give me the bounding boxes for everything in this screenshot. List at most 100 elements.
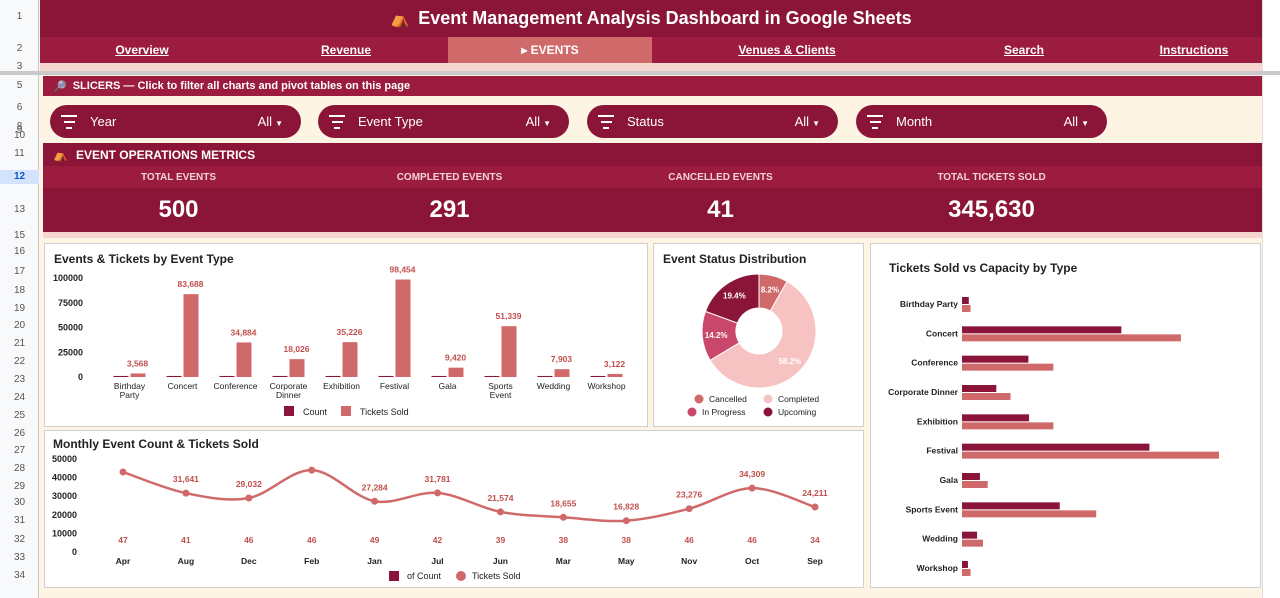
row-number[interactable]: 11 (14, 148, 25, 159)
row-number[interactable]: 19 (13, 303, 26, 314)
slicer-value[interactable]: All ▼ (525, 114, 551, 129)
slicer-status[interactable]: Status All ▼ (587, 105, 838, 138)
count-data-label: 46 (244, 535, 254, 545)
nav-search[interactable]: Search (1003, 43, 1045, 57)
y-tick-label: Concert (926, 328, 958, 338)
row-number[interactable]: 30 (13, 497, 26, 508)
bar-tickets-sold (962, 502, 1060, 510)
filter-icon (328, 114, 346, 129)
nav-revenue[interactable]: Revenue (320, 43, 372, 57)
slicer-month[interactable]: Month All ▼ (856, 105, 1107, 138)
tickets-point (434, 489, 442, 497)
legend-label: In Progress (702, 407, 745, 417)
row-number[interactable]: 26 (13, 428, 26, 439)
x-tick-label: Aug (178, 556, 195, 566)
x-tick-label: Gala (439, 381, 457, 391)
nav-overview[interactable]: Overview (115, 43, 169, 57)
bar-tickets (501, 326, 517, 377)
x-tick-label: Workshop (587, 381, 625, 391)
chart-status-distribution[interactable]: Event Status Distribution 8.2% 58.2% 14.2%… (653, 243, 864, 427)
bar-tickets (395, 279, 411, 377)
row-number[interactable]: 25 (13, 410, 26, 421)
row-number[interactable]: 24 (13, 392, 26, 403)
row-number[interactable]: 33 (13, 552, 26, 563)
kpi-label-row: TOTAL EVENTS COMPLETED EVENTS CANCELLED … (43, 166, 1262, 188)
row-number[interactable]: 27 (13, 445, 26, 456)
slicer-event-type[interactable]: Event Type All ▼ (318, 105, 569, 138)
slicer-value[interactable]: All ▼ (257, 114, 283, 129)
row-number[interactable]: 12 (0, 170, 39, 184)
row-number[interactable]: 8 (16, 121, 23, 132)
row-number[interactable]: 21 (13, 338, 26, 349)
row-number[interactable]: 17 (13, 266, 26, 277)
magnifier-icon: 🔎 (53, 80, 67, 93)
x-tick-label: Jan (367, 556, 382, 566)
slicer-year[interactable]: Year All ▼ (50, 105, 301, 138)
nav-events[interactable]: ▸ EVENTS (448, 37, 652, 63)
count-data-label: 42 (433, 535, 443, 545)
row-number[interactable]: 20 (13, 320, 26, 331)
bar-tickets-sold (962, 561, 968, 568)
chart-monthly-events[interactable]: Monthly Event Count & Tickets Sold 50000… (44, 430, 864, 588)
row-number[interactable]: 15 (13, 230, 26, 241)
x-tick-label: Mar (556, 556, 572, 566)
bar-count (166, 375, 182, 377)
row-number[interactable]: 18 (13, 285, 26, 296)
bar-tickets-sold (962, 414, 1030, 422)
row-number[interactable]: 3 (16, 61, 23, 72)
y-tick-label: 75000 (58, 298, 83, 308)
bar-capacity (962, 510, 1097, 518)
row-number[interactable]: 5 (16, 80, 23, 91)
line-data-label: 16,828 (613, 502, 639, 512)
row-number[interactable]: 22 (13, 356, 26, 367)
tickets-point (245, 494, 253, 502)
count-data-label: 41 (181, 535, 191, 545)
row-number[interactable]: 28 (13, 463, 26, 474)
row-number[interactable]: 31 (13, 515, 26, 526)
y-tick-label: Exhibition (917, 416, 958, 426)
tickets-point (559, 513, 567, 521)
row-number[interactable]: 23 (13, 374, 26, 385)
slicer-value[interactable]: All ▼ (1063, 114, 1089, 129)
tickets-point (308, 466, 316, 474)
row-number[interactable]: 32 (13, 534, 26, 545)
hbar-chart-svg: Birthday Party Concert Conference Corporate… (888, 297, 1219, 576)
row-number[interactable]: 2 (16, 43, 23, 54)
x-tick-label: Birthday (114, 381, 146, 391)
row-number[interactable]: 10 (13, 130, 26, 141)
chart-tickets-vs-capacity[interactable]: Tickets Sold vs Capacity by Type Birthda… (870, 243, 1261, 588)
filter-icon (866, 114, 884, 129)
row-number[interactable]: 34 (13, 570, 26, 581)
tickets-point (811, 503, 819, 511)
slicer-value[interactable]: All ▼ (794, 114, 820, 129)
line-data-label: 29,032 (236, 479, 262, 489)
row-number[interactable]: 9 (16, 125, 23, 136)
donut-slice (704, 273, 760, 324)
kpi-label-completed-events: COMPLETED EVENTS (396, 171, 503, 183)
chart-events-by-type[interactable]: Events & Tickets by Event Type 100000 750… (44, 243, 648, 427)
nav-venues-clients[interactable]: Venues & Clients (738, 43, 836, 57)
tent-icon: ⛺ (53, 147, 68, 162)
row-number[interactable]: 13 (13, 204, 26, 215)
x-tick-label: Exhibition (323, 381, 360, 391)
x-tick-label: Dec (241, 556, 257, 566)
tickets-point (119, 468, 127, 476)
dashboard-title: Event Management Analysis Dashboard in G… (418, 8, 912, 28)
bar-tickets-sold (962, 355, 1029, 363)
row-number[interactable]: 6 (16, 102, 23, 113)
metrics-header: ⛺ EVENT OPERATIONS METRICS (43, 143, 1262, 166)
line-data-label: 21,574 (487, 493, 513, 503)
legend-label: Completed (778, 394, 819, 404)
row-number[interactable]: 29 (13, 481, 26, 492)
row-number[interactable]: 16 (13, 246, 26, 257)
freeze-line[interactable] (0, 71, 1280, 75)
tickets-point (371, 497, 379, 505)
bar-data-label: 9,420 (445, 353, 467, 363)
y-tick-label: 40000 (52, 473, 77, 483)
row-number[interactable]: 1 (16, 11, 23, 22)
nav-instructions[interactable]: Instructions (1159, 43, 1229, 57)
kpi-value-total-tickets: 345,630 (948, 196, 1035, 223)
x-tick-label: Feb (304, 556, 319, 566)
bar-tickets-sold (962, 473, 980, 480)
count-data-label: 39 (496, 535, 506, 545)
